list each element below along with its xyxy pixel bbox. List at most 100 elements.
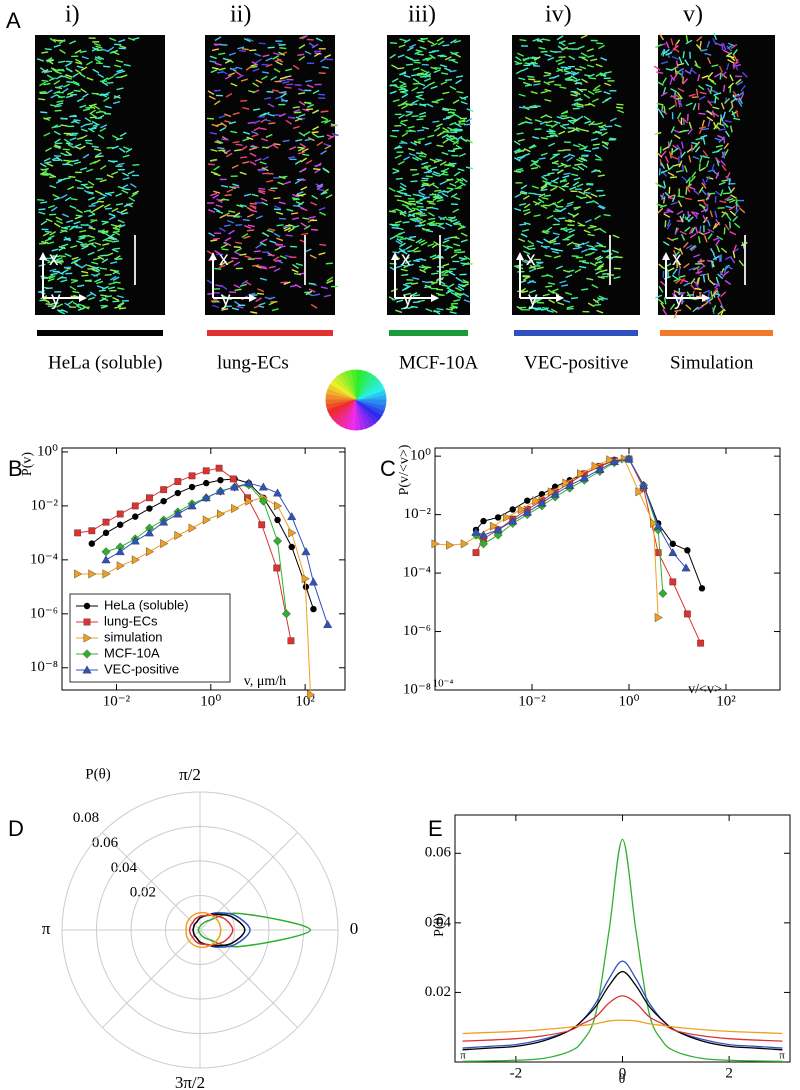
flow-vector — [261, 166, 269, 172]
flow-vector — [440, 269, 448, 274]
flow-vector — [542, 293, 550, 297]
flow-vector — [410, 282, 419, 285]
flow-vector — [556, 116, 564, 120]
flow-vector — [403, 156, 410, 161]
flow-vector — [244, 224, 252, 229]
flow-vector — [461, 283, 469, 288]
flow-vector — [543, 74, 551, 77]
flow-vector — [93, 148, 102, 152]
flow-vector — [111, 171, 119, 176]
flow-vector — [462, 279, 470, 284]
flow-vector — [74, 161, 82, 165]
flow-vector — [519, 223, 527, 226]
data-point — [159, 517, 169, 526]
flow-vector — [548, 299, 556, 304]
data-point — [115, 547, 125, 556]
flow-vector — [285, 234, 293, 237]
legend-label: MCF-10A — [104, 645, 160, 660]
flow-vector — [409, 218, 417, 223]
flow-vector — [439, 180, 447, 185]
flow-vector — [693, 253, 701, 258]
flow-vector — [408, 209, 416, 213]
flow-vector — [720, 247, 728, 254]
flow-vector — [681, 175, 688, 182]
flow-vector — [564, 76, 572, 80]
flow-vector — [114, 64, 122, 68]
flow-vector — [674, 227, 680, 235]
data-point — [550, 489, 560, 498]
flow-vector — [51, 302, 59, 305]
flow-vector — [316, 183, 324, 188]
flow-vector — [397, 103, 405, 107]
data-point — [606, 455, 615, 465]
flow-vector — [465, 117, 473, 123]
flow-vector — [562, 116, 570, 120]
flow-vector — [679, 277, 686, 285]
flow-vector — [119, 132, 127, 137]
flow-vector — [241, 47, 249, 51]
flow-vector — [311, 131, 319, 134]
flow-vector — [563, 67, 571, 71]
data-point — [478, 530, 489, 539]
flow-vector — [121, 189, 129, 194]
flow-vector — [418, 187, 426, 192]
flow-vector — [55, 156, 63, 162]
flow-vector — [688, 227, 694, 235]
flow-vector — [53, 130, 61, 136]
flow-vector — [583, 229, 591, 234]
flow-vector — [559, 280, 567, 284]
flow-vector — [692, 266, 700, 271]
flow-vector — [544, 71, 552, 75]
y-tick-label: 10⁻⁶ — [30, 605, 58, 621]
flow-vector — [439, 161, 447, 166]
flow-vector — [112, 134, 119, 140]
data-point — [215, 464, 223, 472]
flow-vector — [586, 244, 594, 248]
flow-vector — [660, 194, 666, 201]
flow-vector — [40, 111, 48, 114]
flow-vector — [234, 288, 242, 291]
flow-vector — [668, 139, 673, 147]
flow-vector — [653, 65, 661, 71]
flow-vector — [300, 167, 307, 173]
flow-vector — [662, 77, 667, 85]
flow-vector — [266, 229, 274, 233]
flow-vector — [572, 247, 580, 250]
flow-vector — [692, 211, 700, 215]
flow-vector — [47, 277, 55, 282]
flow-vector — [682, 51, 685, 59]
flow-vector — [567, 212, 575, 217]
data-point — [509, 506, 516, 513]
flow-vector — [534, 119, 542, 123]
axis-name: y — [528, 289, 538, 310]
flow-vector — [330, 124, 338, 127]
data-point — [244, 478, 254, 487]
flow-vector — [445, 308, 454, 311]
flow-vector — [101, 258, 109, 264]
flow-vector — [688, 121, 693, 129]
flow-vector — [597, 263, 605, 268]
data-point — [88, 527, 96, 535]
flow-vector — [655, 43, 663, 49]
flow-vector — [540, 90, 548, 94]
flow-vector — [311, 194, 319, 200]
flow-vector — [564, 235, 572, 241]
flow-vector — [585, 193, 592, 199]
flow-vector — [736, 80, 744, 86]
flow-vector — [526, 62, 534, 67]
flow-vector — [56, 99, 64, 103]
flow-vector — [55, 256, 63, 261]
flow-vector — [280, 97, 288, 103]
flow-vector — [515, 56, 522, 62]
flow-vector — [663, 180, 667, 188]
flow-vector — [668, 194, 676, 198]
flow-vector — [231, 257, 239, 260]
flow-vector — [395, 146, 403, 149]
flow-vector — [302, 108, 310, 112]
flow-vector — [69, 205, 77, 210]
flow-vector — [543, 238, 550, 244]
flow-vector — [97, 255, 105, 261]
flow-vector — [541, 230, 549, 235]
flow-vector — [234, 70, 242, 76]
flow-vector — [662, 241, 670, 246]
